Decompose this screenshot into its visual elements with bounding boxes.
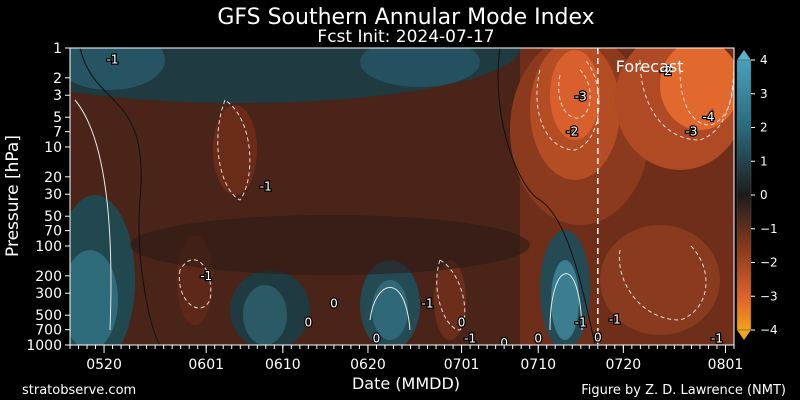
contour-solid-1: [74, 99, 112, 331]
y-axis-label: Pressure [hPa]: [3, 135, 23, 257]
y-tick-label: 2: [53, 71, 62, 87]
jun-cool-core: [372, 280, 408, 340]
colorbar-body: [736, 59, 752, 331]
colorbar-tick-label: 0: [760, 188, 768, 202]
y-tick-label: 700: [35, 323, 62, 339]
colorbar-tick-label: 1: [760, 154, 768, 168]
mid-warm-patch: [213, 105, 257, 195]
y-tick-label: 300: [35, 286, 62, 302]
colorbar-tick-label: −1: [760, 222, 778, 236]
contour-solid-0: [79, 48, 161, 345]
x-tick-label: 0701: [444, 357, 480, 373]
footer-source: stratobserve.com: [22, 383, 136, 398]
plot-area: -1 -1 -1 0 0 -1 0 0 -1 0 0 -3 -2 -1 0 -1 -2 -3 -4 -1: [70, 48, 734, 350]
contour-dash-m2: [536, 59, 600, 151]
contour-dash-m1-c: [618, 244, 707, 321]
contour-dash-m1-b: [178, 259, 212, 309]
left-cool-core: [70, 250, 118, 345]
y-tick-label: 5: [53, 110, 62, 126]
positive-anomaly-fields: [70, 48, 590, 345]
x-tick-label: 0710: [520, 357, 556, 373]
contour-solid-0-b: [497, 48, 596, 345]
y-tick-label: 50: [44, 209, 62, 225]
colorbar-min-extend: [736, 329, 752, 341]
y-tick-label: 20: [44, 170, 62, 186]
contour-label: -1: [200, 269, 212, 283]
y-tick-label: 500: [35, 308, 62, 324]
contour-label: -1: [711, 332, 723, 346]
contour-label: -1: [464, 332, 476, 346]
y-tick-label: 30: [44, 187, 62, 203]
colorbar-tick-label: 2: [760, 121, 768, 135]
x-axis: 0520 0601 0610 0620 0701 0710 0720 0801: [69, 345, 744, 373]
contour-label: 0: [500, 336, 508, 350]
contour-label: -3: [685, 125, 697, 139]
zero-band-dark: [130, 215, 530, 275]
colorbar-max-extend: [736, 49, 752, 61]
y-tick-label: 70: [44, 224, 62, 240]
mid-cool-core: [243, 285, 287, 345]
contour-solid-1-c: [549, 273, 583, 331]
contour-label: 0: [594, 331, 602, 345]
colorbar: 4 3 2 1 0 −1 −2 −3 −4: [736, 49, 778, 341]
contour-label: -2: [660, 64, 672, 78]
y-tick-label: 10: [44, 140, 62, 156]
contour-label: -1: [609, 312, 621, 326]
y-tick-label: 100: [35, 239, 62, 255]
forecast-warm-core-inner: [660, 48, 734, 130]
y-tick-label: 1: [53, 41, 62, 57]
contour-label: -1: [422, 296, 434, 310]
contour-label: 0: [305, 315, 313, 329]
x-tick-label: 0610: [265, 357, 301, 373]
contour-dash-m1-d: [436, 259, 466, 331]
y-tick-label: 3: [53, 88, 62, 104]
contour-labels: -1 -1 -1 0 0 -1 0 0 -1 0 0 -3 -2 -1 0 -1 -2 -3 -4 -1: [105, 51, 724, 350]
x-tick-label: 0801: [708, 357, 744, 373]
contour-label: 0: [458, 315, 466, 329]
forecast-low-warm: [600, 225, 720, 335]
contour-label: -1: [260, 179, 272, 193]
colorbar-tick-label: −4: [760, 323, 778, 337]
contour-lines: [74, 48, 734, 345]
contour-dash-m3-b: [679, 69, 734, 126]
x-tick-label: 0720: [606, 357, 642, 373]
y-tick-label: 200: [35, 269, 62, 285]
contour-label: 0: [330, 296, 338, 310]
contour-label: -2: [566, 125, 578, 139]
contour-label: -3: [575, 90, 587, 104]
y-tick-label: 7: [53, 125, 62, 141]
x-tick-label: 0601: [188, 357, 224, 373]
x-tick-label: 0620: [350, 357, 386, 373]
colorbar-ticks: 4 3 2 1 0 −1 −2 −3 −4: [751, 53, 778, 337]
low-warm-patch-2: [434, 260, 466, 340]
footer-credit: Figure by Z. D. Lawrence (NMT): [581, 383, 786, 398]
chart-title: GFS Southern Annular Mode Index: [217, 5, 594, 30]
contour-label: -1: [575, 315, 587, 329]
top-cool-core: [70, 48, 165, 90]
colorbar-tick-label: −2: [760, 256, 778, 270]
colorbar-tick-label: 3: [760, 87, 768, 101]
contour-label: 0: [373, 332, 381, 346]
upper-warm-core-center: [550, 50, 600, 140]
y-tick-label: 1000: [26, 338, 62, 354]
contour-label: 0: [534, 332, 542, 346]
contour-dash-m3: [558, 69, 591, 119]
chart-subtitle: Fcst Init: 2024-07-17: [317, 27, 494, 47]
contour-solid-1-b: [369, 287, 411, 331]
contour-dash-m1: [217, 99, 251, 201]
contour-label: -4: [702, 110, 714, 124]
x-tick-label: 0520: [86, 357, 122, 373]
negative-anomaly-fields: [177, 48, 734, 345]
contour-label: -1: [107, 52, 119, 66]
top-cool-core-2: [360, 48, 480, 87]
colorbar-tick-label: 4: [760, 53, 768, 67]
forecast-label: Forecast: [616, 57, 684, 76]
x-axis-label: Date (MMDD): [352, 374, 460, 393]
colorbar-tick-label: −3: [760, 289, 778, 303]
